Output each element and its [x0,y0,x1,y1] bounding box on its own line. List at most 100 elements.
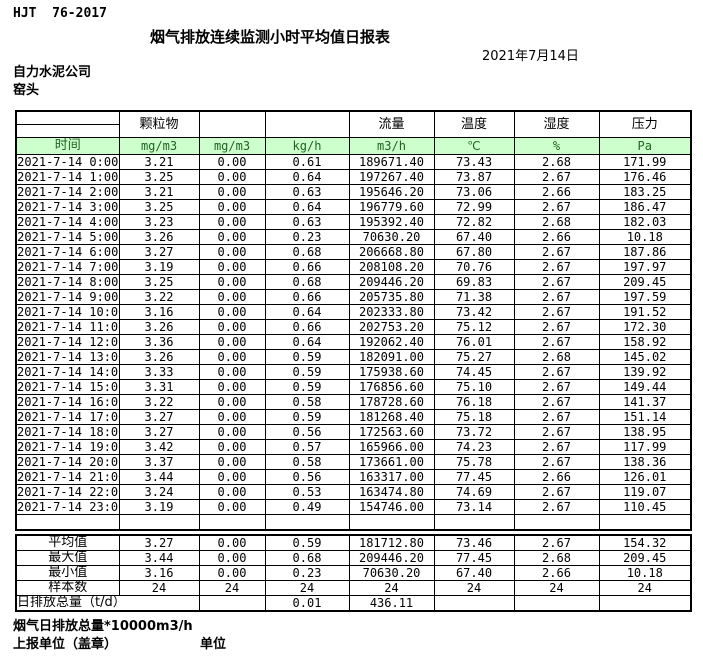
empty-cell [598,514,692,531]
value-cell: 0.00 [198,199,266,215]
time-cell: 2021-7-14 20:00 [15,454,120,470]
value-cell: 0.00 [198,484,266,500]
value-cell: 3.19 [118,259,200,275]
value-cell: 2.67 [513,439,600,455]
value-cell: 24 [433,580,515,596]
summary-label-cell: 最小值 [15,565,120,581]
value-cell: 2.66 [513,229,600,245]
reporting-unit-label: 上报单位（盖章） [13,637,118,652]
unit-cell: ℃ [433,137,515,155]
value-cell: 0.68 [264,274,350,290]
value-cell: 195646.20 [348,184,435,200]
value-cell: 3.37 [118,454,200,470]
table-row: 2021-7-14 9:00 3.22 0.00 0.66 205735.80 71.38… [15,289,692,305]
value-cell: 154746.00 [348,499,435,515]
time-cell: 2021-7-14 12:00 [15,334,120,350]
value-cell: 172.30 [598,319,692,335]
corner-cell-bottom [15,124,120,138]
value-cell: 0.00 [198,550,266,566]
value-cell: 74.45 [433,364,515,380]
col-header-flow: 流量 [348,110,435,138]
value-cell: 75.78 [433,454,515,470]
value-cell: 209.45 [598,274,692,290]
value-cell: 195392.40 [348,214,435,230]
time-cell: 2021-7-14 22:00 [15,484,120,500]
value-cell: 2.68 [513,154,600,170]
time-cell: 2021-7-14 13:00 [15,349,120,365]
value-cell: 2.67 [513,274,600,290]
unit-cell: m3/h [348,137,435,155]
value-cell: 3.22 [118,394,200,410]
value-cell: 0.00 [198,319,266,335]
value-cell: 205735.80 [348,289,435,305]
value-cell: 0.58 [264,454,350,470]
value-cell: 2.67 [513,534,600,551]
total-value-cell: 0.01 [264,595,350,612]
value-cell: 163474.80 [348,484,435,500]
value-cell: 3.26 [118,229,200,245]
value-cell: 2.67 [513,319,600,335]
value-cell: 2.67 [513,169,600,185]
value-cell: 3.44 [118,550,200,566]
value-cell: 189671.40 [348,154,435,170]
value-cell: 0.00 [198,439,266,455]
spacer-row [15,514,692,531]
value-cell: 0.63 [264,184,350,200]
value-cell: 67.40 [433,565,515,581]
value-cell: 77.45 [433,550,515,566]
table-row: 2021-7-14 13:00 3.26 0.00 0.59 182091.00 75.2… [15,349,692,365]
value-cell: 176856.60 [348,379,435,395]
value-cell: 209.45 [598,550,692,566]
table-row: 样本数 24 24 24 24 24 24 24 [15,580,692,596]
table-row: 2021-7-14 19:00 3.42 0.00 0.57 165966.00 74.2… [15,439,692,455]
value-cell: 3.26 [118,349,200,365]
value-cell: 0.00 [198,169,266,185]
table-row: 2021-7-14 12:00 3.36 0.00 0.64 192062.40 76.0… [15,334,692,350]
value-cell: 2.67 [513,304,600,320]
value-cell: 72.82 [433,214,515,230]
table-row: 2021-7-14 6:00 3.27 0.00 0.68 206668.80 67.80… [15,244,692,260]
value-cell: 182091.00 [348,349,435,365]
value-cell: 76.18 [433,394,515,410]
empty-cell [118,514,200,531]
value-cell: 119.07 [598,484,692,500]
value-cell: 141.37 [598,394,692,410]
table-row: 2021-7-14 15:00 3.31 0.00 0.59 176856.60 75.1… [15,379,692,395]
value-cell: 181268.40 [348,409,435,425]
value-cell: 3.22 [118,289,200,305]
value-cell: 0.57 [264,439,350,455]
time-cell: 2021-7-14 8:00 [15,274,120,290]
value-cell: 3.16 [118,565,200,581]
value-cell: 172563.60 [348,424,435,440]
value-cell: 75.12 [433,319,515,335]
time-cell: 2021-7-14 2:00 [15,184,120,200]
table-row: 2021-7-14 18:00 3.27 0.00 0.56 172563.60 73.7… [15,424,692,440]
unit-label: 单位 [200,637,227,652]
value-cell: 0.00 [198,424,266,440]
time-cell: 2021-7-14 5:00 [15,229,120,245]
value-cell: 70630.20 [348,229,435,245]
value-cell: 2.67 [513,199,600,215]
table-row: 最小值 3.16 0.00 0.23 70630.20 67.40 2.66 10.18 [15,565,692,581]
value-cell: 75.18 [433,409,515,425]
value-cell: 2.68 [513,214,600,230]
value-cell: 67.80 [433,244,515,260]
time-column-header: 时间 [15,137,120,155]
value-cell: 202333.80 [348,304,435,320]
value-cell: 3.36 [118,334,200,350]
value-cell: 0.59 [264,349,350,365]
value-cell: 181712.80 [348,534,435,551]
value-cell: 158.92 [598,334,692,350]
value-cell: 0.00 [198,469,266,485]
value-cell: 73.42 [433,304,515,320]
value-cell: 182.03 [598,214,692,230]
value-cell: 0.66 [264,259,350,275]
value-cell: 3.27 [118,409,200,425]
summary-label-cell: 平均值 [15,534,120,551]
report-date: 2021年7月14日 [482,49,579,64]
table-row: 2021-7-14 10:00 3.16 0.00 0.64 202333.80 73.4… [15,304,692,320]
value-cell: 197.59 [598,289,692,305]
value-cell: 176.46 [598,169,692,185]
value-cell: 196779.60 [348,199,435,215]
time-cell: 2021-7-14 19:00 [15,439,120,455]
